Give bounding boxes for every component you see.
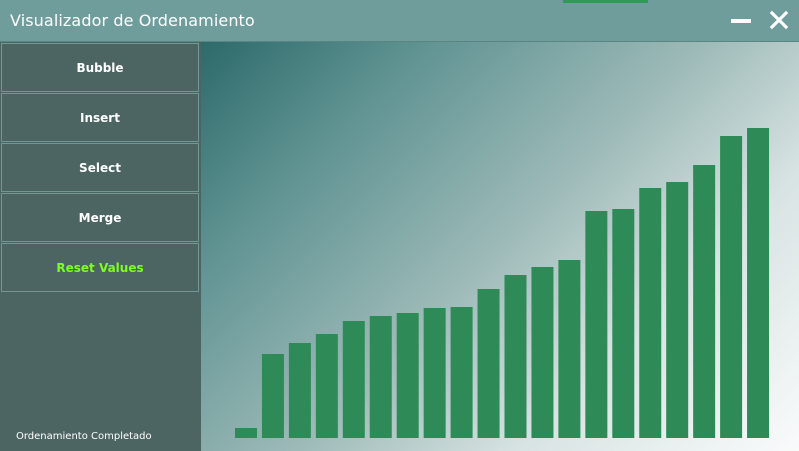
bar-4	[315, 334, 338, 438]
bar-chart	[235, 128, 770, 438]
bar-3	[288, 343, 311, 438]
bar-2	[261, 354, 284, 438]
bar-6	[369, 316, 392, 438]
bar-10	[477, 289, 500, 438]
bar-18	[693, 165, 716, 438]
bubble-sort-button[interactable]: Bubble	[1, 43, 199, 92]
reset-values-button[interactable]: Reset Values	[1, 243, 199, 292]
bar-19	[720, 136, 743, 438]
bar-8	[423, 308, 446, 438]
bar-15	[612, 209, 635, 438]
bar-11	[504, 275, 527, 438]
bar-16	[639, 188, 662, 438]
window-title: Visualizador de Ordenamiento	[10, 11, 255, 30]
merge-sort-button[interactable]: Merge	[1, 193, 199, 242]
bar-12	[531, 267, 554, 438]
status-label: Ordenamiento Completado	[16, 431, 152, 442]
bar-13	[558, 260, 581, 438]
bar-1	[235, 428, 257, 438]
insertion-sort-button[interactable]: Insert	[1, 93, 199, 142]
bar-14	[585, 211, 608, 438]
bar-9	[450, 307, 473, 438]
minimize-button[interactable]	[729, 8, 755, 34]
minimize-icon	[731, 19, 751, 23]
selection-sort-button[interactable]: Select	[1, 143, 199, 192]
close-icon	[769, 10, 789, 30]
bar-visualization-area	[201, 42, 799, 451]
bar-20	[747, 128, 770, 438]
close-button[interactable]	[767, 8, 793, 34]
title-accent-strip	[563, 0, 648, 3]
bar-5	[342, 321, 365, 438]
title-bar: Visualizador de Ordenamiento	[0, 0, 799, 42]
bar-17	[666, 182, 689, 438]
bar-7	[396, 313, 419, 438]
